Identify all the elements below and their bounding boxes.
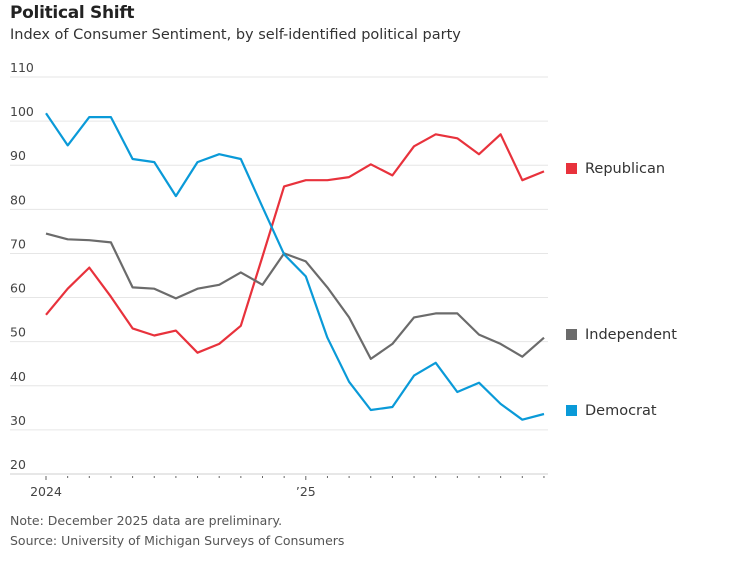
chart-title: Political Shift: [10, 3, 135, 23]
legend-swatch-democrat: [566, 405, 577, 416]
series-line-independent: [45, 232, 545, 360]
y-tick-label: 90: [10, 148, 26, 163]
y-tick-label: 110: [10, 60, 34, 75]
y-axis-ticks: 110 100 90 80 70 60 50 40 30 20: [10, 60, 34, 472]
series-lines: [45, 112, 545, 421]
source-note: Source: University of Michigan Surveys o…: [10, 533, 345, 548]
legend-swatch-republican: [566, 163, 577, 174]
legend-label-independent: Independent: [585, 327, 677, 343]
y-tick-label: 60: [10, 281, 26, 296]
legend: Republican Independent Democrat: [566, 161, 677, 419]
legend-label-democrat: Democrat: [585, 403, 657, 419]
footnote: Note: December 2025 data are preliminary…: [10, 513, 283, 528]
legend-swatch-independent: [566, 329, 577, 340]
y-tick-label: 70: [10, 236, 26, 251]
series-line-democrat: [45, 112, 545, 421]
y-tick-label: 40: [10, 369, 26, 384]
chart-subtitle: Index of Consumer Sentiment, by self-ide…: [10, 27, 461, 43]
y-tick-label: 50: [10, 325, 26, 340]
x-tick-label: ’25: [296, 484, 316, 499]
gridlines: [10, 76, 548, 475]
x-tick-label: 2024: [30, 484, 62, 499]
series-line-republican: [45, 133, 545, 354]
x-axis: 2024 ’25: [30, 476, 545, 499]
y-tick-label: 30: [10, 413, 26, 428]
legend-label-republican: Republican: [585, 161, 665, 177]
y-tick-label: 20: [10, 457, 26, 472]
y-tick-label: 100: [10, 104, 34, 119]
y-tick-label: 80: [10, 192, 26, 207]
line-chart: 110 100 90 80 70 60 50 40 30 20 2024 ’25 Republica…: [10, 60, 677, 499]
